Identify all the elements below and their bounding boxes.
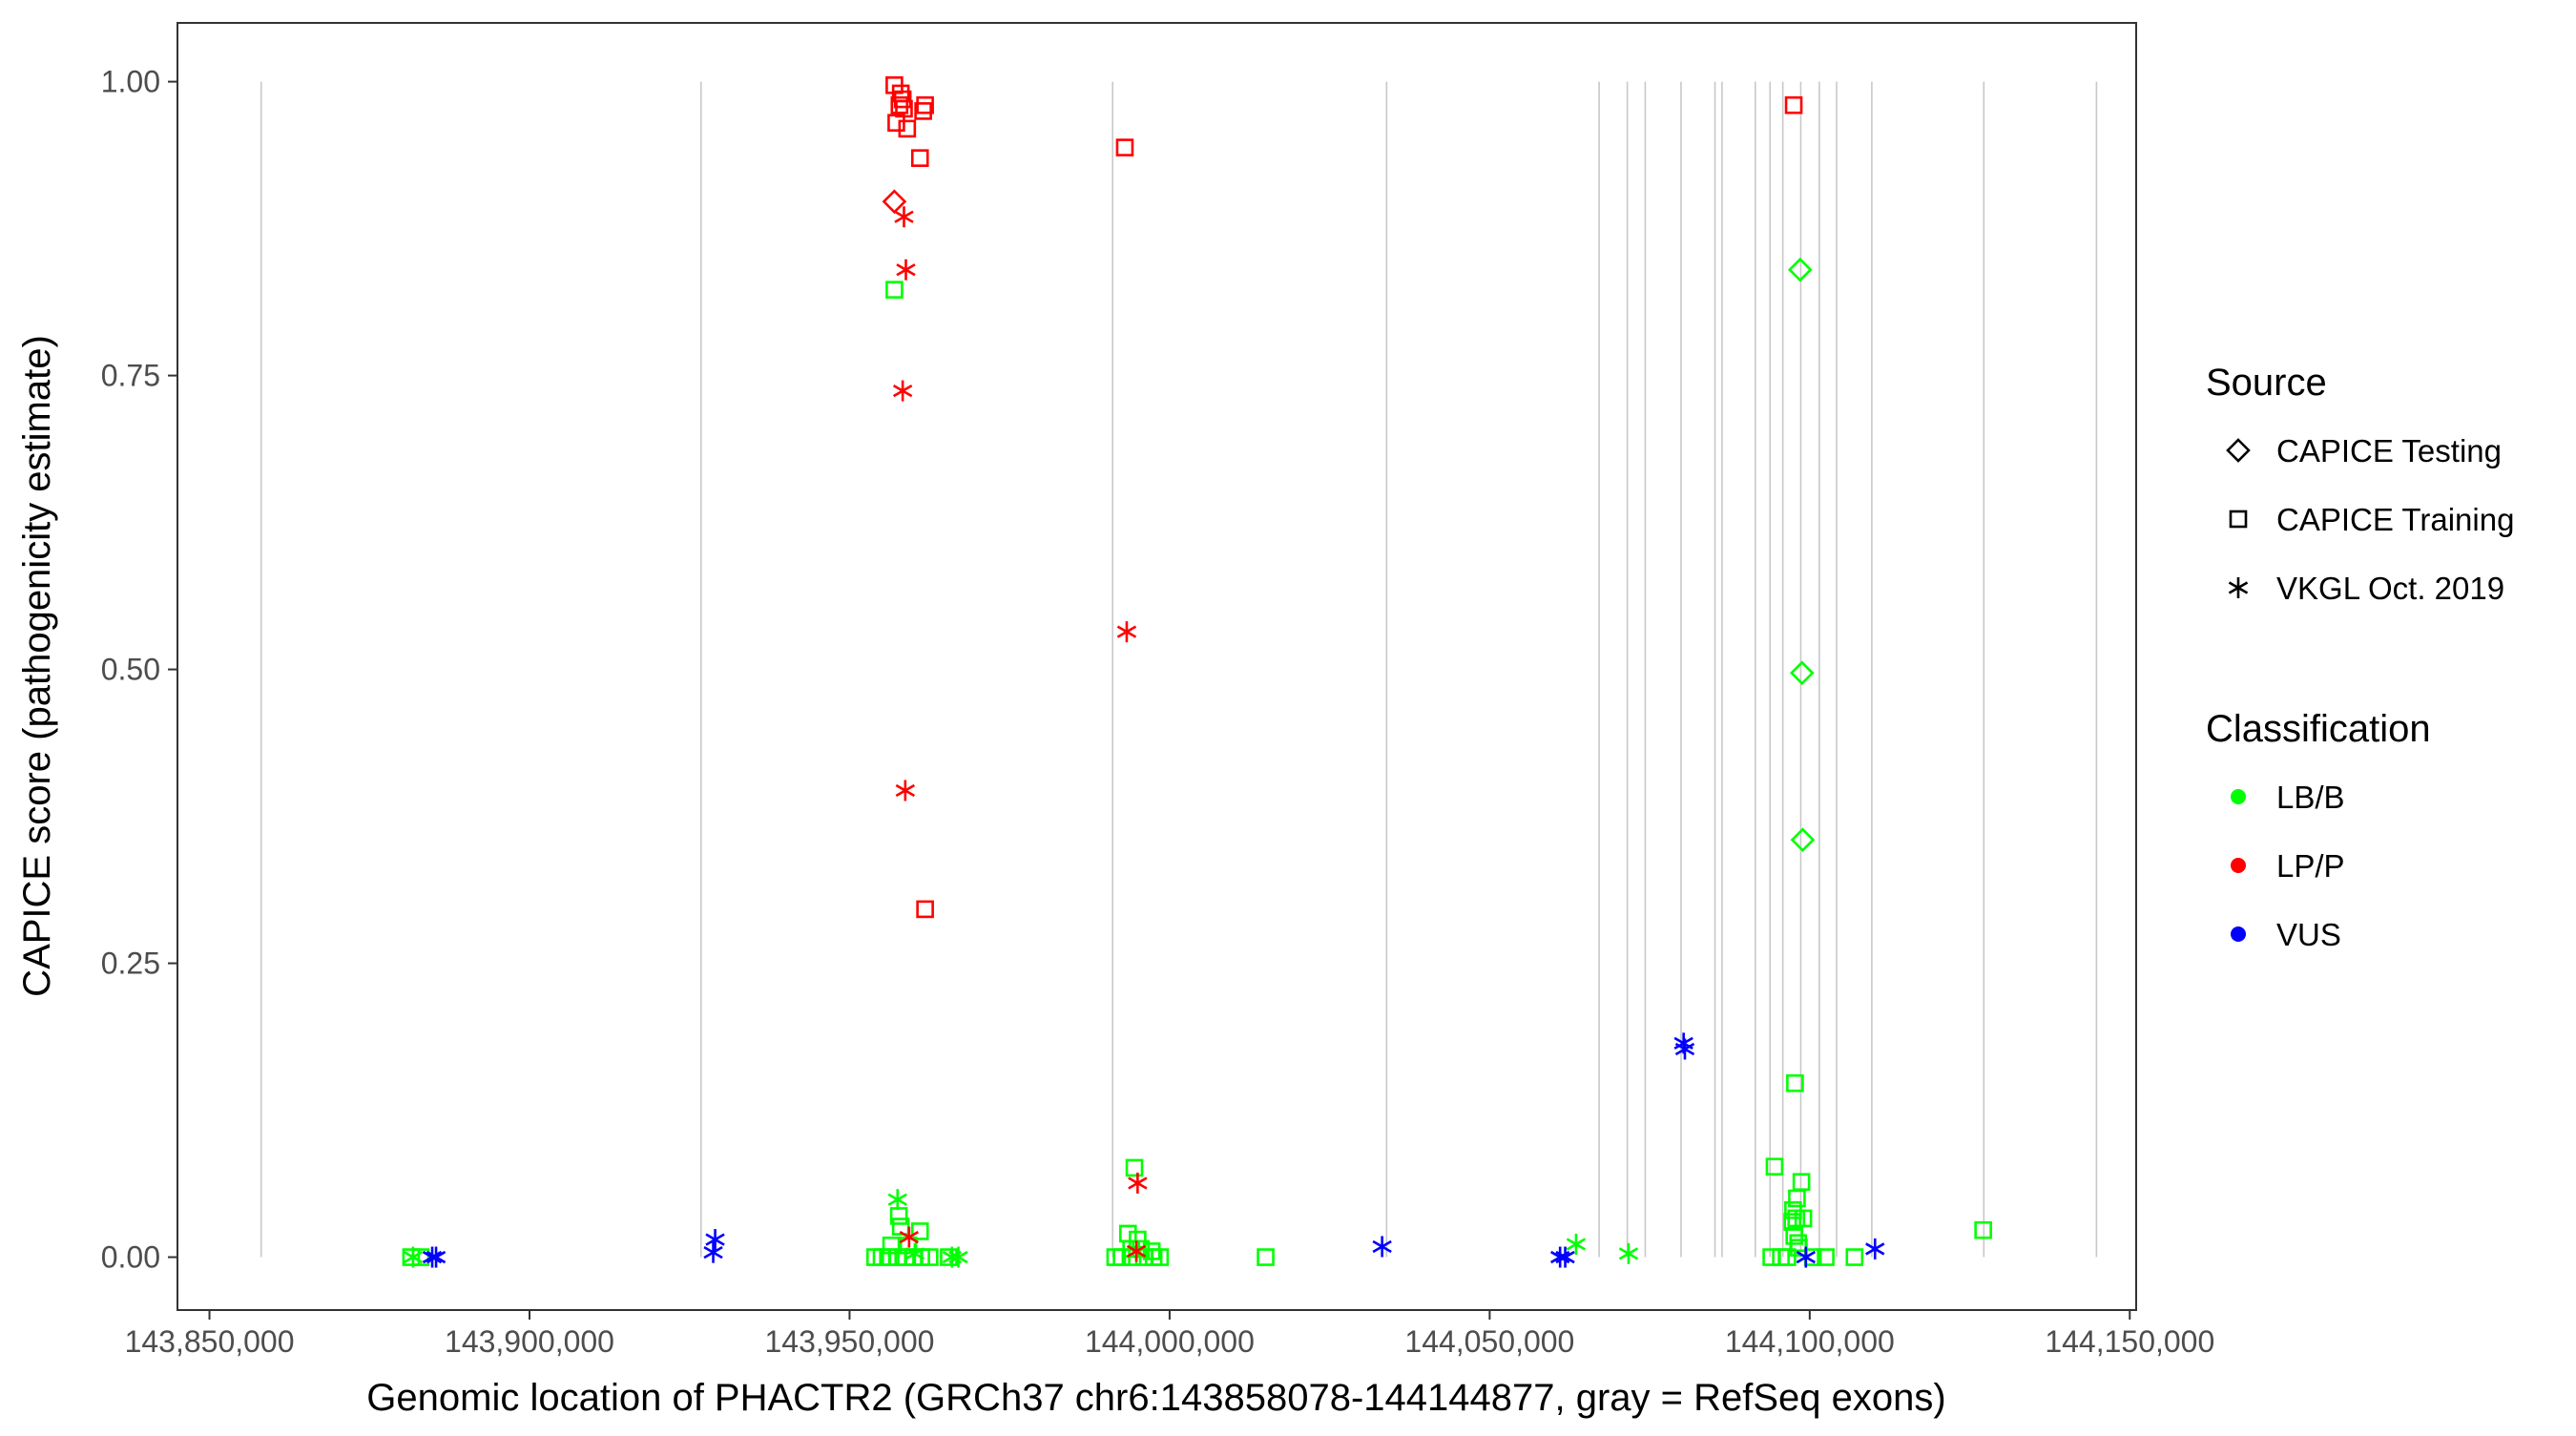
data-point [1765,1157,1784,1176]
legend-source-title: Source [2206,362,2327,404]
data-point [890,95,909,114]
data-point [1817,1248,1835,1266]
data-point [1789,660,1815,686]
data-point [1125,1158,1144,1177]
data-point [1865,1238,1885,1259]
data-point [1115,138,1134,156]
data-point [422,1246,443,1268]
data-point [403,1246,424,1268]
data-point [1790,827,1816,853]
data-point [402,1248,421,1266]
y-tick-label: 0.25 [101,947,160,981]
data-point [1566,1234,1587,1256]
y-tick-label: 0.75 [101,359,160,393]
data-point [1974,1220,1992,1239]
legend-class-key [2231,858,2246,873]
data-point [887,1189,907,1211]
data-point [1845,1248,1864,1266]
legend-source-key [2226,438,2251,463]
data-point [891,1217,910,1236]
data-point [916,900,934,919]
data-point [879,1248,898,1266]
y-tick-label: 0.50 [101,653,160,687]
data-point [1618,1242,1639,1264]
y-axis-label: CAPICE score (pathogenicity estimate) [16,335,58,997]
data-point [899,1226,920,1248]
data-point [1778,1248,1797,1266]
legend-class-title: Classification [2206,708,2431,750]
x-tick-label: 143,900,000 [445,1324,614,1359]
data-point [1787,257,1813,282]
legend-source-key [2228,577,2249,598]
x-tick-label: 144,050,000 [1404,1324,1574,1359]
x-axis-label: Genomic location of PHACTR2 (GRCh37 chr6… [366,1377,1945,1419]
data-point [887,114,905,133]
data-point [892,380,913,402]
legend-class-label: LP/P [2276,848,2345,884]
x-tick-label: 144,100,000 [1725,1324,1895,1359]
x-axis: 143,850,000 143,900,000 143,950,000 144,000… [125,1310,2214,1359]
x-tick-label: 144,150,000 [2045,1324,2214,1359]
data-points [402,75,1992,1268]
legend-source-label: CAPICE Testing [2276,433,2502,468]
data-point [885,281,904,299]
data-point [1126,1240,1147,1262]
data-point [1796,1246,1816,1268]
legend-source-label: VKGL Oct. 2019 [2276,571,2504,606]
data-point [904,1242,925,1264]
data-point [1116,621,1137,643]
data-point [1112,1248,1131,1266]
data-point [916,95,934,114]
data-point [895,780,916,801]
data-point [910,149,929,167]
legend-class-key [2231,926,2246,942]
data-point [882,189,907,215]
data-point [914,102,932,120]
data-point [894,206,914,228]
x-tick-label: 143,950,000 [764,1324,934,1359]
data-point [1794,1209,1813,1228]
data-point [1555,1246,1575,1268]
x-tick-label: 143,850,000 [125,1324,295,1359]
data-point [703,1241,723,1263]
y-axis: 0.00 0.25 0.50 0.75 1.00 [101,65,177,1275]
legend-class-label: VUS [2276,917,2341,952]
data-point [1151,1248,1170,1266]
y-tick-label: 0.00 [101,1240,160,1275]
plot-panel-border [177,22,2137,1311]
data-point [1372,1236,1392,1258]
exon-lines [260,81,2098,1258]
y-tick-label: 1.00 [101,65,160,99]
data-point [1128,1172,1148,1194]
data-point [705,1229,725,1251]
legend-class-label: LB/B [2276,780,2345,815]
x-tick-label: 144,000,000 [1085,1324,1255,1359]
legend: Source CAPICE Testing CAPICE Training VKGL… [2206,362,2514,952]
data-point [1786,1073,1804,1093]
legend-class-entries: LB/B LP/P VUS [2231,780,2345,952]
data-point [1788,1189,1806,1208]
legend-source-key [2229,510,2248,529]
data-point [896,259,916,281]
data-point [898,119,917,138]
data-point [426,1246,447,1268]
data-point [889,1207,908,1225]
data-point [1674,1038,1695,1060]
legend-source-label: CAPICE Training [2276,502,2514,537]
data-point [893,90,912,109]
legend-source-entries: CAPICE Testing CAPICE Training VKGL Oct. 2… [2226,433,2514,606]
data-point [910,1222,929,1240]
data-point [1784,95,1803,114]
data-point [948,1246,968,1268]
data-point [1257,1248,1275,1266]
legend-class-key [2231,789,2246,804]
